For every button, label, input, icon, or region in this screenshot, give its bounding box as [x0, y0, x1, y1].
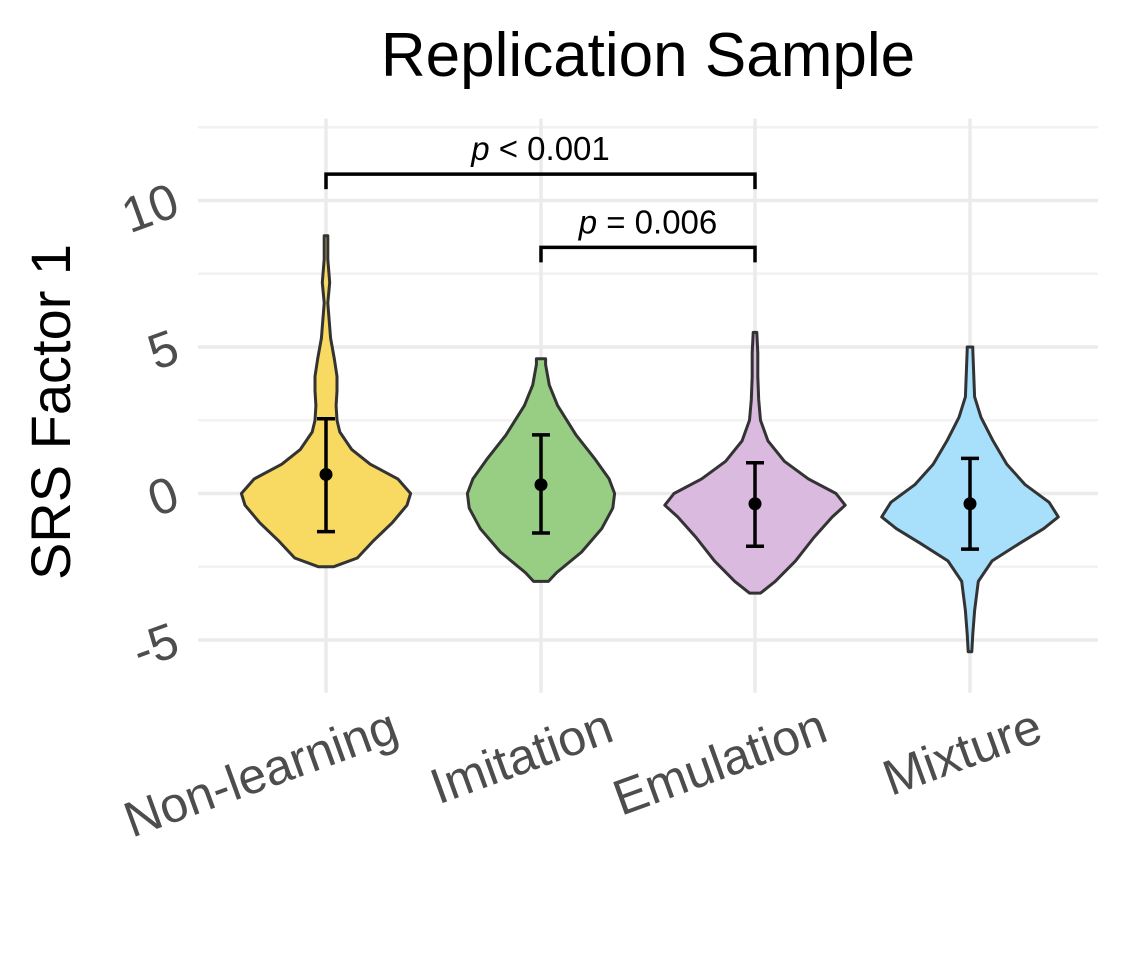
chart-title: Replication Sample	[381, 21, 915, 90]
y-tick-label: -5	[125, 612, 186, 680]
mean-point-emulation	[748, 497, 762, 511]
x-tick-label: Imitation	[423, 698, 620, 815]
y-axis-ticks: -5 0 5 10	[114, 172, 185, 679]
violin-layer	[239, 234, 1060, 654]
significance-layer: p < 0.001 p = 0.006	[324, 130, 757, 263]
x-tick-label: Non-learning	[117, 698, 405, 849]
y-tick-label: 5	[140, 319, 185, 381]
mean-point-mixture	[963, 497, 977, 511]
y-tick-label: 10	[114, 172, 185, 244]
x-tick-label: Mixture	[876, 698, 1049, 807]
y-tick-label: 0	[140, 465, 185, 527]
mean-point-non-learning	[319, 467, 333, 481]
significance-bracket	[539, 245, 757, 263]
violin-non-learning	[239, 234, 413, 569]
x-tick-label: Emulation	[606, 698, 834, 827]
mean-point-imitation	[534, 478, 548, 492]
y-axis-label: SRS Factor 1	[19, 244, 82, 580]
significance-bracket	[324, 172, 757, 190]
significance-label: p < 0.001	[470, 130, 610, 167]
significance-label: p = 0.006	[578, 203, 718, 240]
